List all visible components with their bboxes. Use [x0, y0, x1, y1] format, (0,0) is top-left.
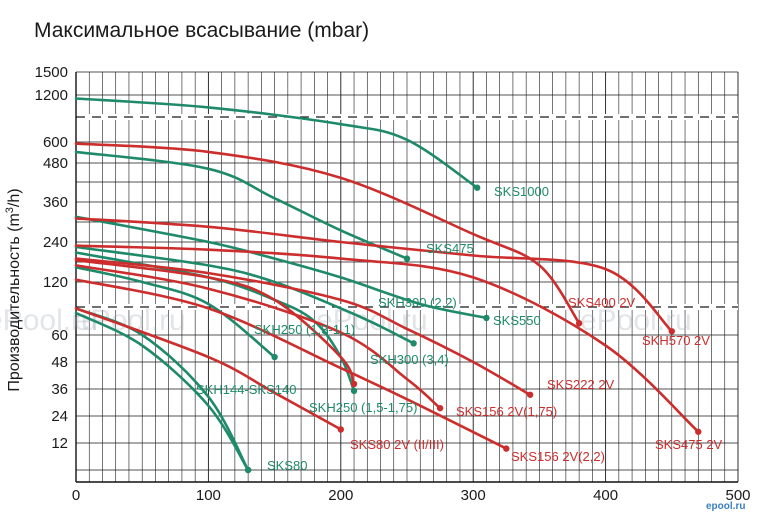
y-tick-label: 60	[51, 327, 68, 344]
series-line-skh570-2v	[74, 217, 674, 333]
y-axis-label-superscript: 3	[4, 207, 16, 213]
series-endpoint-sks475	[403, 255, 411, 262]
series-endpoint-skh250-1-5-1-75	[350, 380, 358, 388]
curve-label: SKH250 (1,3-1,1)	[254, 322, 355, 337]
curve-label: SKH144-SKS140	[196, 382, 296, 397]
y-tick-label: 1200	[35, 87, 68, 104]
series-endpoint-skh300-3-4	[350, 387, 358, 395]
curve-label: SKS400 2V	[568, 295, 636, 310]
y-tick-label: 480	[43, 155, 68, 172]
series-endpoint-sks80	[244, 466, 252, 474]
x-tick-label: 400	[593, 487, 618, 504]
series-line-sks80	[74, 311, 250, 472]
series-line-sks1000	[74, 97, 479, 189]
series-endpoint-skh300-2-2	[410, 340, 417, 347]
x-tick-label: 0	[72, 487, 80, 504]
curve-label: SKH250 (1,5-1,75)	[309, 400, 417, 415]
curve-labels: SKS1000 SKS475 SKH300 (2,2) SKS550 SKH250 (1…	[196, 184, 723, 473]
y-tick-label: 1500	[35, 64, 68, 81]
curve-label: SKS550	[493, 313, 541, 328]
decade-dashed-lines	[76, 114, 738, 310]
series-endpoint-sks222-2v	[526, 391, 534, 398]
grid	[75, 71, 739, 483]
series-endpoint-sks156-2v-2-2	[503, 445, 510, 452]
y-tick-label: 48	[51, 354, 68, 371]
y-axis-label: Производительность (m3/h)	[4, 188, 23, 391]
y-tick-label: 120	[43, 274, 68, 291]
curve-label: SKS80	[267, 458, 307, 473]
curve-label: SKS156 2V(2,2)	[511, 449, 605, 464]
y-tick-label: 360	[43, 194, 68, 211]
series-endpoint-skh250-1-3-1-1	[271, 353, 278, 361]
curve-label: SKS1000	[494, 184, 549, 199]
curve-label: SKS475 2V	[655, 437, 723, 452]
y-tick-label: 24	[51, 408, 68, 425]
series-line-sks475	[74, 150, 409, 260]
series-endpoint-sks156-2v-1-75	[436, 404, 444, 412]
series-endpoint-sks80-2v-ii-iii	[337, 426, 344, 433]
series	[74, 97, 702, 474]
series-endpoint-sks550	[483, 314, 490, 322]
y-tick-label: 12	[51, 435, 68, 452]
series-line-sks400-2v	[74, 142, 581, 325]
decade-gap	[76, 304, 738, 310]
curve-label: SKS222 2V	[547, 377, 615, 392]
curve-label: SKH570 2V	[642, 333, 710, 348]
y-tick-label: 36	[51, 381, 68, 398]
series-line-skh250-1-5-1-75	[74, 258, 356, 386]
x-tick-label: 100	[196, 487, 221, 504]
series-line-skh250-1-3-1-1	[74, 265, 276, 359]
chart-title: Максимальное всасывание (mbar)	[34, 19, 370, 42]
decade-gap	[76, 114, 738, 120]
series-line-sks222-2v	[74, 257, 532, 397]
curve-label: SKH300 (3,4)	[370, 352, 449, 367]
y-tick-label: 240	[43, 234, 68, 251]
series-line-sks80-2v-ii-iii	[74, 307, 343, 431]
curve-label: SKH300 (2,2)	[378, 295, 457, 310]
series-line-sks156-2v-1-75	[74, 264, 442, 410]
series-line-sks550	[74, 215, 488, 320]
x-tick-label: 500	[725, 487, 750, 504]
series-endpoint-sks1000	[473, 184, 481, 191]
series-endpoint-sks475-2v	[695, 428, 702, 435]
curve-label: SKS475	[426, 241, 474, 256]
curve-label: SKS80 2V (II/III)	[350, 437, 444, 452]
series-line-sks156-2v-2-2	[74, 278, 508, 450]
series-endpoint-skh570-2v	[668, 328, 675, 335]
axes	[75, 72, 738, 483]
curve-label: SKS156 2V(1,75)	[456, 404, 557, 419]
series-line-sks475-2v	[74, 244, 700, 434]
brand-mark: epool.ru	[706, 501, 745, 512]
y-tick-label: 600	[43, 134, 68, 151]
x-tick-label: 200	[328, 487, 353, 504]
series-endpoint-sks400-2v	[575, 320, 583, 327]
watermark-text: ePool.ru	[316, 304, 428, 337]
x-tick-label: 300	[461, 487, 486, 504]
